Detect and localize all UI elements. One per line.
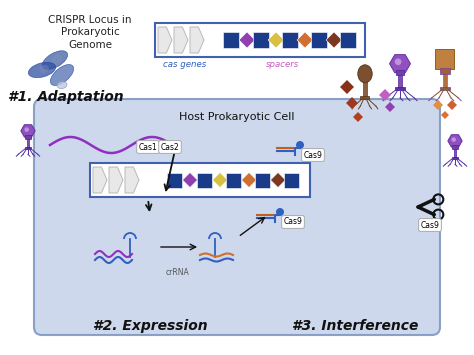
Polygon shape: [212, 173, 228, 187]
Polygon shape: [190, 27, 204, 53]
Text: cas genes: cas genes: [164, 60, 207, 69]
Bar: [452, 146, 457, 149]
Polygon shape: [182, 173, 198, 187]
Bar: [436, 49, 455, 69]
Bar: [227, 173, 241, 187]
Polygon shape: [268, 32, 284, 48]
Text: #3. Interference: #3. Interference: [292, 319, 418, 333]
Polygon shape: [385, 102, 395, 112]
Polygon shape: [271, 173, 285, 187]
Ellipse shape: [52, 55, 62, 63]
Polygon shape: [174, 27, 188, 53]
Bar: [253, 32, 269, 48]
Bar: [27, 138, 29, 148]
Ellipse shape: [358, 65, 372, 83]
Bar: [398, 74, 402, 88]
Bar: [167, 173, 182, 187]
Polygon shape: [346, 97, 358, 109]
Bar: [155, 23, 365, 57]
Circle shape: [276, 208, 284, 216]
Ellipse shape: [50, 65, 73, 86]
Text: CRISPR Locus in
Prokaryotic
Genome: CRISPR Locus in Prokaryotic Genome: [48, 15, 132, 50]
Bar: [396, 70, 404, 75]
Bar: [395, 87, 405, 90]
Text: #1. Adaptation: #1. Adaptation: [8, 90, 124, 104]
FancyBboxPatch shape: [34, 99, 440, 335]
Bar: [361, 96, 370, 99]
Bar: [440, 69, 450, 74]
Text: Cas9: Cas9: [303, 151, 322, 159]
Bar: [25, 147, 31, 149]
Bar: [90, 163, 310, 197]
Text: Host Prokaryotic Cell: Host Prokaryotic Cell: [179, 112, 295, 122]
Polygon shape: [353, 112, 363, 122]
Bar: [443, 73, 447, 88]
Polygon shape: [379, 89, 391, 101]
Text: crRNA: crRNA: [166, 268, 190, 277]
Text: Cas1: Cas1: [138, 142, 157, 152]
Ellipse shape: [28, 62, 55, 78]
Ellipse shape: [25, 127, 29, 132]
Circle shape: [296, 141, 304, 149]
Ellipse shape: [59, 70, 69, 78]
Polygon shape: [158, 27, 172, 53]
Ellipse shape: [57, 81, 67, 88]
Bar: [454, 148, 456, 158]
Ellipse shape: [451, 137, 456, 142]
Bar: [440, 87, 450, 90]
Polygon shape: [93, 167, 107, 193]
Polygon shape: [340, 80, 354, 94]
Ellipse shape: [39, 65, 49, 73]
Polygon shape: [241, 173, 256, 187]
Polygon shape: [297, 32, 313, 48]
Bar: [223, 32, 239, 48]
Bar: [363, 81, 367, 97]
Text: Cas9: Cas9: [283, 218, 302, 226]
Bar: [282, 32, 298, 48]
Bar: [26, 136, 31, 139]
Bar: [255, 173, 271, 187]
Polygon shape: [239, 32, 255, 48]
Polygon shape: [441, 111, 449, 119]
Ellipse shape: [42, 51, 68, 69]
Text: #2. Expression: #2. Expression: [93, 319, 207, 333]
Polygon shape: [447, 100, 457, 110]
Ellipse shape: [395, 59, 401, 65]
Polygon shape: [326, 32, 342, 48]
Polygon shape: [109, 167, 123, 193]
Bar: [198, 173, 212, 187]
Text: Cas2: Cas2: [161, 142, 179, 152]
Text: spacers: spacers: [266, 60, 300, 69]
Bar: [452, 157, 458, 159]
Bar: [311, 32, 327, 48]
Polygon shape: [433, 100, 443, 110]
Bar: [284, 173, 300, 187]
Polygon shape: [125, 167, 139, 193]
Bar: [340, 32, 356, 48]
Text: Cas9: Cas9: [420, 220, 439, 229]
